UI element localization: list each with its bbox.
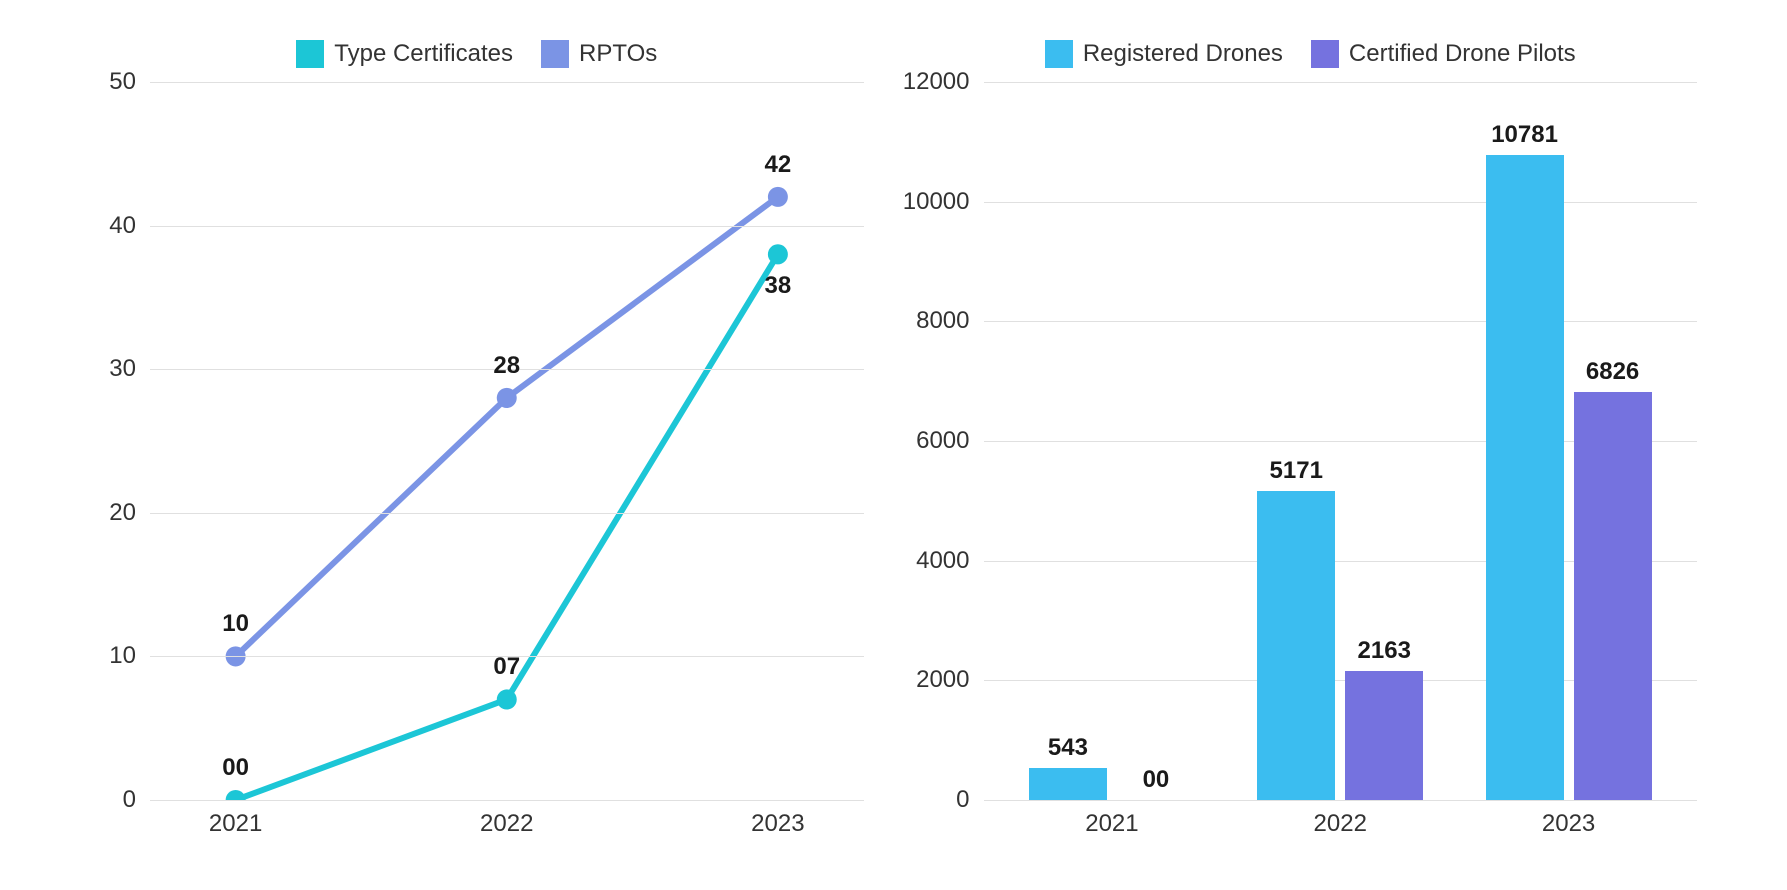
bar-value-label: 00 — [1143, 766, 1170, 800]
bar — [1257, 491, 1335, 800]
y-axis-tick: 30 — [109, 355, 150, 383]
gridline — [150, 513, 864, 514]
bar — [1486, 155, 1564, 800]
x-axis-tick: 2021 — [209, 800, 262, 838]
bar-chart-panel: Registered Drones Certified Drone Pilots… — [894, 40, 1728, 850]
y-axis-tick: 2000 — [916, 666, 983, 694]
bar — [1029, 768, 1107, 800]
legend-swatch-icon — [541, 40, 569, 68]
y-axis-tick: 0 — [123, 786, 150, 814]
data-point-label: 42 — [765, 151, 792, 179]
bar-chart-legend: Registered Drones Certified Drone Pilots — [894, 40, 1728, 68]
bar-value-label: 6826 — [1586, 358, 1639, 392]
bar-value-label: 10781 — [1491, 121, 1558, 155]
y-axis-tick: 0 — [956, 786, 983, 814]
y-axis-tick: 8000 — [916, 307, 983, 335]
gridline — [984, 82, 1698, 83]
x-axis-tick: 2022 — [480, 800, 533, 838]
legend-label: Certified Drone Pilots — [1349, 40, 1576, 68]
x-axis-tick: 2023 — [751, 800, 804, 838]
x-axis-tick: 2022 — [1314, 800, 1367, 838]
y-axis-tick: 12000 — [903, 68, 984, 96]
data-point-label: 28 — [493, 352, 520, 380]
x-axis-tick: 2021 — [1085, 800, 1138, 838]
legend-label: Type Certificates — [334, 40, 513, 68]
y-axis-tick: 4000 — [916, 547, 983, 575]
gridline — [984, 202, 1698, 203]
x-axis-tick: 2023 — [1542, 800, 1595, 838]
line-chart-legend: Type Certificates RPTOs — [60, 40, 894, 68]
y-axis-tick: 10 — [109, 642, 150, 670]
data-point-label: 38 — [765, 272, 792, 300]
y-axis-tick: 6000 — [916, 427, 983, 455]
data-point-label: 10 — [222, 610, 249, 638]
line-chart-panel: Type Certificates RPTOs 0 10 20 30 40 50 2021 2… — [60, 40, 894, 850]
bar — [1345, 671, 1423, 800]
legend-swatch-icon — [1311, 40, 1339, 68]
gridline — [150, 82, 864, 83]
legend-swatch-icon — [1045, 40, 1073, 68]
y-axis-tick: 20 — [109, 499, 150, 527]
legend-swatch-icon — [296, 40, 324, 68]
legend-label: Registered Drones — [1083, 40, 1283, 68]
legend-label: RPTOs — [579, 40, 657, 68]
y-axis-tick: 50 — [109, 68, 150, 96]
bar — [1574, 392, 1652, 800]
gridline — [150, 226, 864, 227]
y-axis-tick: 40 — [109, 212, 150, 240]
data-point-label: 07 — [493, 653, 520, 681]
bar-value-label: 543 — [1048, 734, 1088, 768]
legend-item-registered-drones: Registered Drones — [1045, 40, 1283, 68]
legend-item-rptos: RPTOs — [541, 40, 657, 68]
legend-item-type-certificates: Type Certificates — [296, 40, 513, 68]
bar-value-label: 5171 — [1270, 457, 1323, 491]
line-chart-plot-area: 01020304050202120222023000738102842 — [150, 82, 864, 800]
legend-item-certified-pilots: Certified Drone Pilots — [1311, 40, 1576, 68]
bar-value-label: 2163 — [1358, 637, 1411, 671]
data-point-label: 00 — [222, 754, 249, 782]
line-chart-svg — [150, 82, 864, 800]
bar-chart-plot-area: 0200040006000800010000120002021543002022… — [984, 82, 1698, 800]
gridline — [984, 321, 1698, 322]
y-axis-tick: 10000 — [903, 188, 984, 216]
